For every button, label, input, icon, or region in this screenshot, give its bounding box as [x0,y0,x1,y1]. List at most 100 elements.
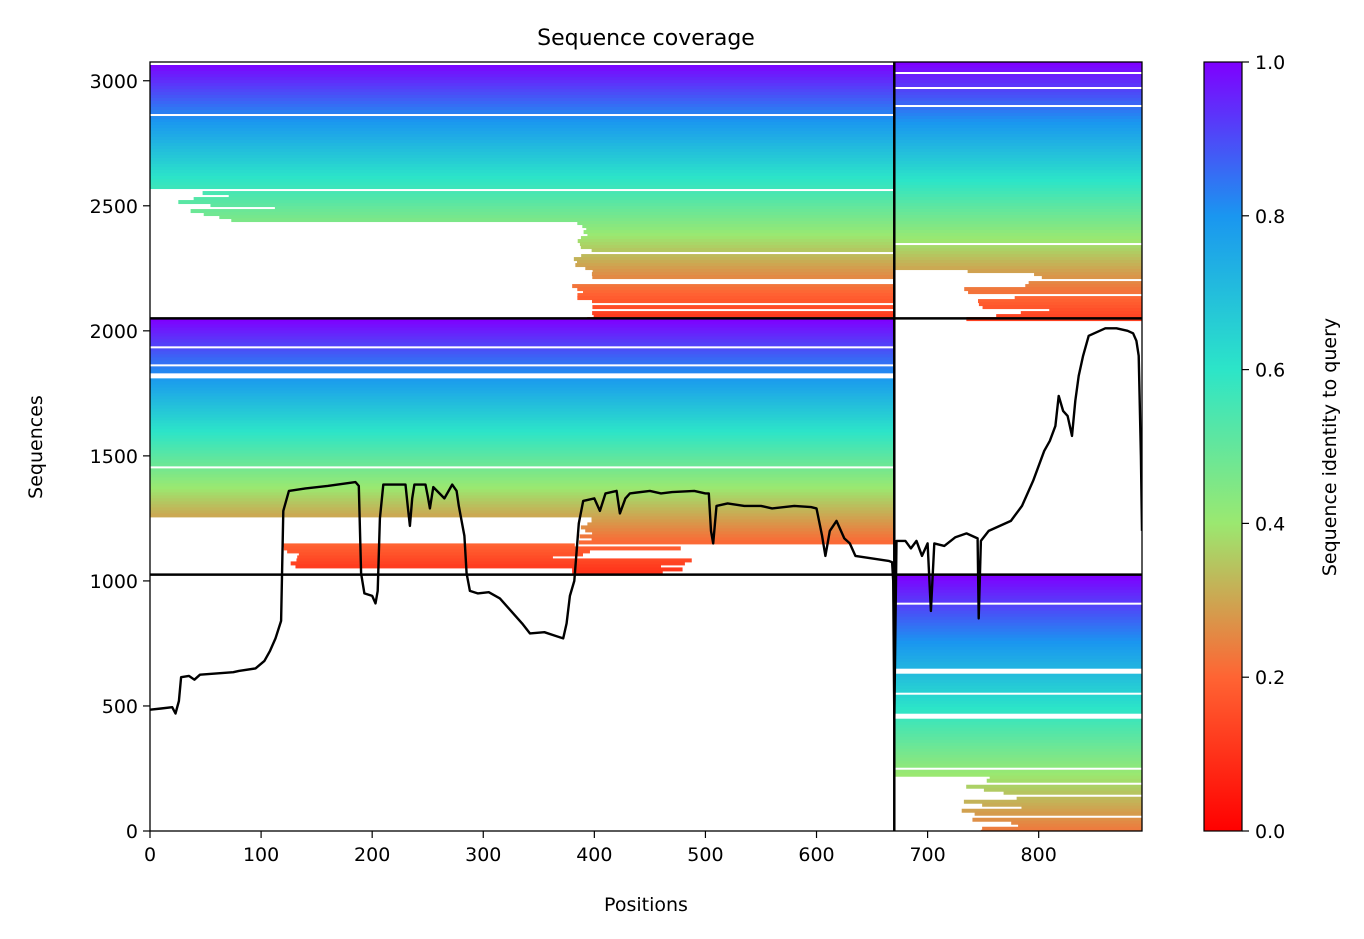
heatmap-row [894,128,1142,133]
colorbar-tick-label: 0.0 [1255,821,1285,843]
heatmap-row [579,534,895,539]
heatmap-area [150,62,1142,831]
heatmap-row [150,357,895,362]
heatmap-row [287,549,590,554]
heatmap-row [591,299,895,304]
heatmap-row [592,311,895,316]
colorbar [1203,61,1243,832]
heatmap-row [150,504,895,509]
heatmap-row [150,495,895,500]
heatmap-row [982,826,1142,831]
heatmap-row [150,405,895,410]
heatmap-row [894,260,1142,265]
heatmap-row [150,95,895,100]
heatmap-row [894,637,1142,642]
heatmap-row [1041,275,1142,280]
x-tick-label: 300 [465,844,501,866]
heatmap-row [1020,311,1142,316]
heatmap-row [894,227,1142,232]
heatmap-row [894,224,1142,229]
heatmap-row [150,65,895,70]
heatmap-row [150,170,895,175]
heatmap-row [150,477,895,482]
heatmap-row [178,200,895,205]
heatmap-row [1021,805,1142,810]
heatmap-row [894,218,1142,223]
heatmap-row [150,122,895,127]
heatmap-row [894,125,1142,130]
heatmap-row [894,167,1142,172]
heatmap-row [894,679,1142,684]
heatmap-row [894,65,1142,70]
heatmap-row [894,170,1142,175]
heatmap-row [894,266,1142,271]
heatmap-row [583,230,895,235]
heatmap-row [894,152,1142,157]
heatmap-row [150,86,895,91]
heatmap-row [150,366,895,371]
heatmap-row [150,158,895,163]
heatmap-row [150,71,895,76]
heatmap-row [894,646,1142,651]
heatmap-row [983,787,1142,792]
heatmap-row [150,483,895,488]
heatmap-row [894,619,1142,624]
colorbar-tick-label: 0.8 [1255,206,1285,228]
heatmap-row [894,595,1142,600]
heatmap-row [894,721,1142,726]
heatmap-row [894,131,1142,136]
heatmap-row [963,799,1142,804]
heatmap-row [894,574,1142,579]
heatmap-row [894,137,1142,142]
heatmap-row [894,140,1142,145]
heatmap-row [150,480,895,485]
heatmap-row [274,206,895,211]
heatmap-row [961,808,1142,813]
heatmap-block [894,62,1142,322]
heatmap-row [894,604,1142,609]
heatmap-row [894,703,1142,708]
x-tick-label: 700 [909,844,945,866]
heatmap-row [894,580,1142,585]
heatmap-row [150,387,895,392]
heatmap-row [150,333,895,338]
heatmap-row [150,318,895,323]
heatmap-row [585,528,895,533]
heatmap-row [894,763,1142,768]
x-tick-label: 400 [576,844,612,866]
heatmap-row [150,414,895,419]
colorbar-tick-label: 0.2 [1255,667,1285,689]
x-tick-label: 500 [687,844,723,866]
x-tick-label: 100 [243,844,279,866]
heatmap-row [572,567,683,572]
heatmap-row [150,474,895,479]
heatmap-row [894,631,1142,636]
heatmap-row [894,625,1142,630]
heatmap-row [894,757,1142,762]
heatmap-row [894,577,1142,582]
heatmap-row [894,745,1142,750]
heatmap-row [150,143,895,148]
heatmap-row [150,444,895,449]
x-tick-label: 0 [144,844,156,866]
heatmap-row [591,519,895,524]
heatmap-row [577,287,895,292]
heatmap-row [894,230,1142,235]
heatmap-row [894,173,1142,178]
heatmap-row [150,453,895,458]
heatmap-row [150,369,895,374]
heatmap-row [150,354,895,359]
heatmap-row [894,628,1142,633]
y-tick-label: 3000 [90,71,138,93]
heatmap-row [894,697,1142,702]
heatmap-row [894,215,1142,220]
chart-title: Sequence coverage [537,26,755,51]
heatmap-row [894,146,1142,151]
heatmap-row [894,62,1142,66]
heatmap-row [894,772,1142,777]
heatmap-row [894,736,1142,741]
heatmap-row [573,257,895,262]
heatmap-row [150,492,895,497]
heatmap-row [894,676,1142,681]
